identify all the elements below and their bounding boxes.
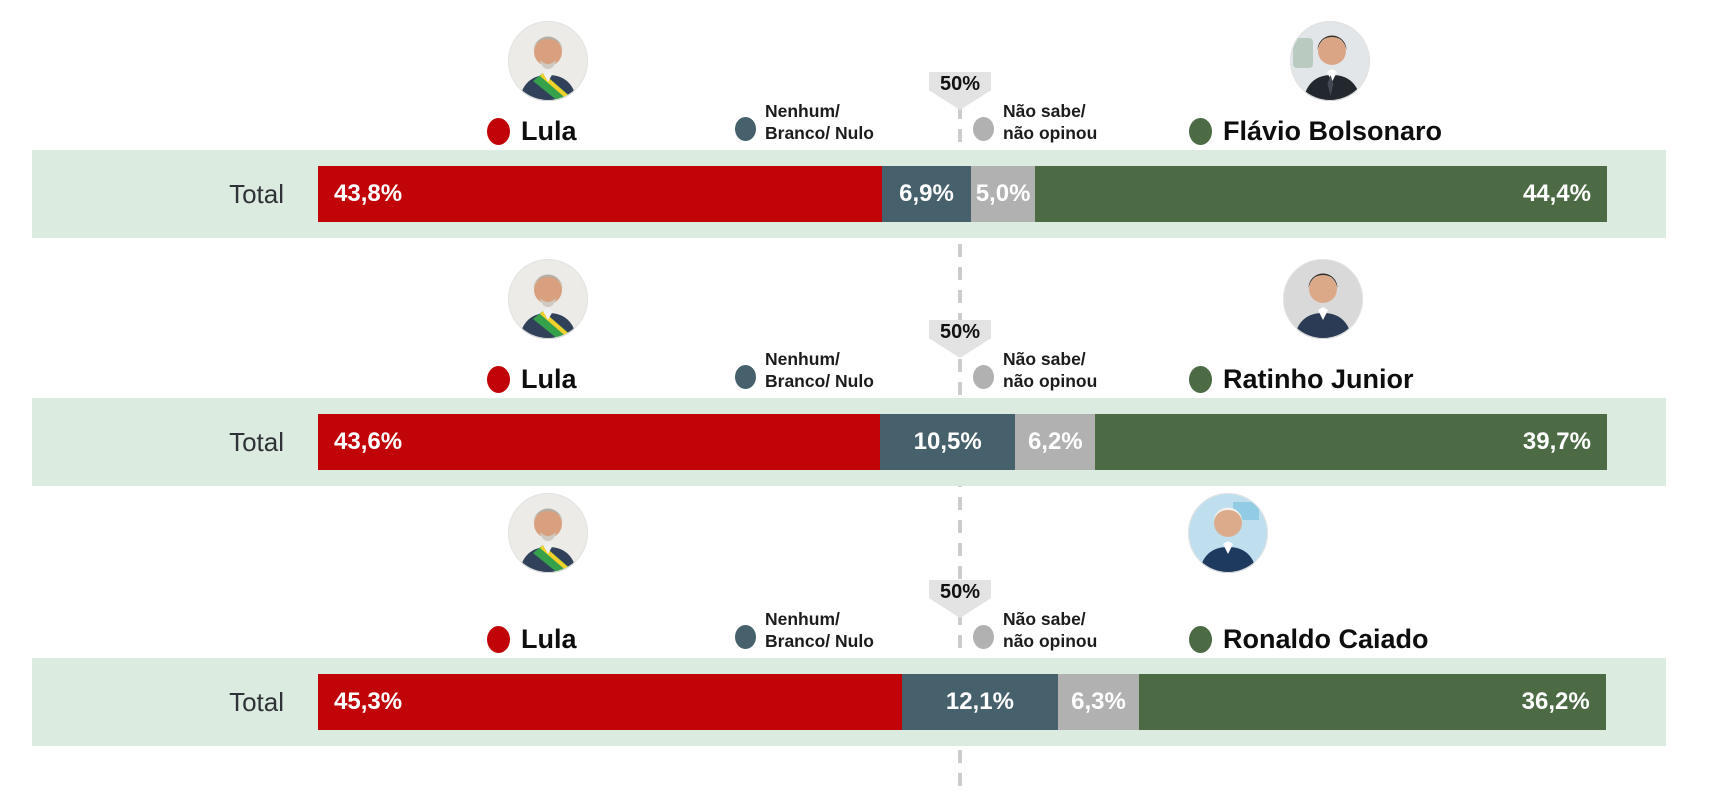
lula-dot-icon — [487, 118, 510, 145]
none-label-line2: Branco/ Nulo — [765, 631, 874, 652]
dont-know-dot-icon — [973, 624, 994, 649]
legend-lula: Lula — [487, 116, 577, 147]
legend-dont-know: Não sabe/não opinou — [973, 608, 1097, 653]
opponent-value: 44,4% — [1522, 180, 1591, 207]
fifty-percent-label: 50% — [939, 581, 981, 603]
lula-avatar — [507, 492, 589, 574]
total-band: Total 45,3% 12,1% 6,3% 36,2% — [32, 658, 1666, 746]
lula-label: Lula — [521, 364, 577, 394]
legend-none-blank-null: Nenhum/Branco/ Nulo — [735, 100, 874, 145]
legend-lula: Lula — [487, 624, 577, 655]
dont-know-label-line1: Não sabe/ — [1003, 609, 1086, 629]
opponent-value: 36,2% — [1521, 688, 1590, 715]
dont-know-label-line2: não opinou — [1003, 123, 1098, 144]
lula-segment: 43,6% — [318, 414, 880, 470]
none-label-line1: Nenhum/ — [765, 609, 840, 629]
lula-label: Lula — [521, 116, 577, 146]
lula-value: 43,8% — [334, 180, 403, 207]
legend-opponent: Flávio Bolsonaro — [1189, 116, 1442, 147]
none-segment: 12,1% — [901, 674, 1058, 730]
dont-know-label-line2: não opinou — [1003, 631, 1098, 652]
row-label: Total — [229, 178, 284, 209]
stacked-bar: 45,3% 12,1% 6,3% 36,2% — [318, 674, 1607, 730]
lula-avatar — [507, 20, 589, 102]
lula-label: Lula — [521, 624, 577, 654]
none-label-line2: Branco/ Nulo — [765, 371, 874, 392]
none-dot-icon — [735, 116, 756, 141]
legend-none-blank-null: Nenhum/Branco/ Nulo — [735, 348, 874, 393]
none-dot-icon — [735, 624, 756, 649]
legend-opponent: Ratinho Junior — [1189, 364, 1414, 395]
legend-dont-know: Não sabe/não opinou — [973, 348, 1097, 393]
none-segment: 10,5% — [880, 414, 1016, 470]
none-label-line2: Branco/ Nulo — [765, 123, 874, 144]
lula-value: 45,3% — [334, 688, 403, 715]
opponent-dot-icon — [1189, 366, 1212, 393]
lula-value: 43,6% — [334, 428, 403, 455]
lula-dot-icon — [487, 366, 510, 393]
fifty-percent-label: 50% — [939, 73, 981, 95]
opponent-label: Ronaldo Caiado — [1223, 624, 1429, 654]
legend-dont-know: Não sabe/não opinou — [973, 100, 1097, 145]
total-band: Total 43,8% 6,9% 5,0% 44,4% — [32, 150, 1666, 238]
none-value: 6,9% — [899, 180, 954, 207]
dont-know-value: 5,0% — [975, 180, 1031, 207]
legend-lula: Lula — [487, 364, 577, 395]
none-label-line1: Nenhum/ — [765, 101, 840, 121]
none-value: 12,1% — [945, 688, 1014, 715]
lula-segment: 45,3% — [318, 674, 902, 730]
total-band: Total 43,6% 10,5% 6,2% 39,7% — [32, 398, 1666, 486]
legend-opponent: Ronaldo Caiado — [1189, 624, 1429, 655]
row-label: Total — [229, 426, 284, 457]
dont-know-label-line1: Não sabe/ — [1003, 349, 1086, 369]
ronaldo-caiado-avatar — [1187, 492, 1269, 574]
lula-dot-icon — [487, 626, 510, 653]
opponent-label: Flávio Bolsonaro — [1223, 116, 1443, 146]
none-label-line1: Nenhum/ — [765, 349, 840, 369]
fifty-percent-label: 50% — [939, 321, 981, 343]
stacked-bar: 43,8% 6,9% 5,0% 44,4% — [318, 166, 1607, 222]
dont-know-dot-icon — [973, 116, 994, 141]
none-segment: 6,9% — [882, 166, 971, 222]
none-dot-icon — [735, 364, 756, 389]
dont-know-label-line2: não opinou — [1003, 371, 1098, 392]
opponent-label: Ratinho Junior — [1223, 364, 1414, 394]
matchup-row-flavio: 50% Lula Nenhum/Branco/ Nulo Não sabe/nã… — [0, 20, 1714, 238]
opponent-segment: 36,2% — [1139, 674, 1606, 730]
opponent-dot-icon — [1189, 626, 1212, 653]
none-value: 10,5% — [913, 428, 982, 455]
stacked-bar: 43,6% 10,5% 6,2% 39,7% — [318, 414, 1607, 470]
ratinho-junior-avatar — [1282, 258, 1364, 340]
legend-none-blank-null: Nenhum/Branco/ Nulo — [735, 608, 874, 653]
flavio-bolsonaro-avatar — [1289, 20, 1371, 102]
dont-know-value: 6,2% — [1027, 428, 1083, 455]
dont-know-segment: 6,2% — [1015, 414, 1096, 470]
dont-know-segment: 5,0% — [970, 166, 1036, 222]
lula-segment: 43,8% — [318, 166, 883, 222]
opponent-dot-icon — [1189, 118, 1212, 145]
matchup-row-ratinho: 50% Lula Nenhum/Branco/ Nulo Não sabe/nã… — [0, 259, 1714, 486]
row-label: Total — [229, 686, 284, 717]
lula-avatar — [507, 258, 589, 340]
opponent-segment: 39,7% — [1095, 414, 1607, 470]
opponent-value: 39,7% — [1522, 428, 1591, 455]
opponent-segment: 44,4% — [1035, 166, 1607, 222]
dont-know-label-line1: Não sabe/ — [1003, 101, 1086, 121]
matchup-row-caiado: 50% Lula Nenhum/Branco/ Nulo Não sabe/nã… — [0, 493, 1714, 746]
dont-know-value: 6,3% — [1071, 688, 1126, 715]
dont-know-segment: 6,3% — [1057, 674, 1140, 730]
dont-know-dot-icon — [973, 364, 994, 389]
